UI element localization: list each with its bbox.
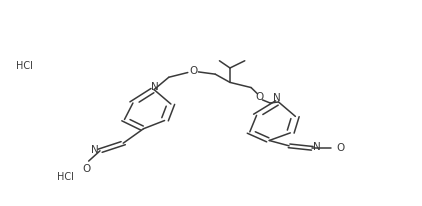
Text: O: O [82,164,91,174]
Text: O: O [255,92,264,102]
Text: N: N [314,143,321,152]
Text: HCl: HCl [57,172,74,182]
Text: HCl: HCl [16,61,33,71]
Text: N: N [273,94,281,103]
Text: N: N [91,145,99,155]
Text: O: O [336,143,345,153]
Text: O: O [189,66,197,76]
Text: N: N [151,82,159,91]
